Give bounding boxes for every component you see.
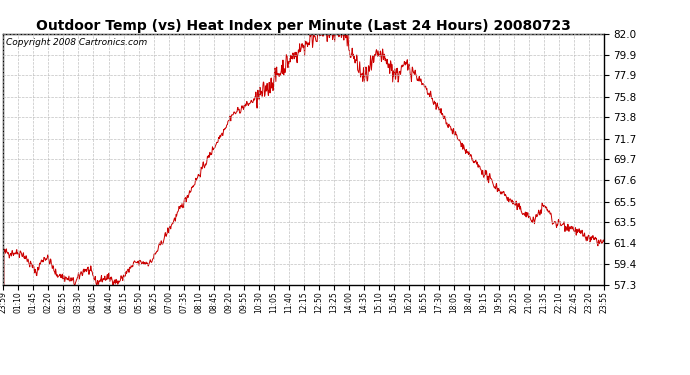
Title: Outdoor Temp (vs) Heat Index per Minute (Last 24 Hours) 20080723: Outdoor Temp (vs) Heat Index per Minute … — [36, 19, 571, 33]
Text: Copyright 2008 Cartronics.com: Copyright 2008 Cartronics.com — [6, 38, 148, 46]
